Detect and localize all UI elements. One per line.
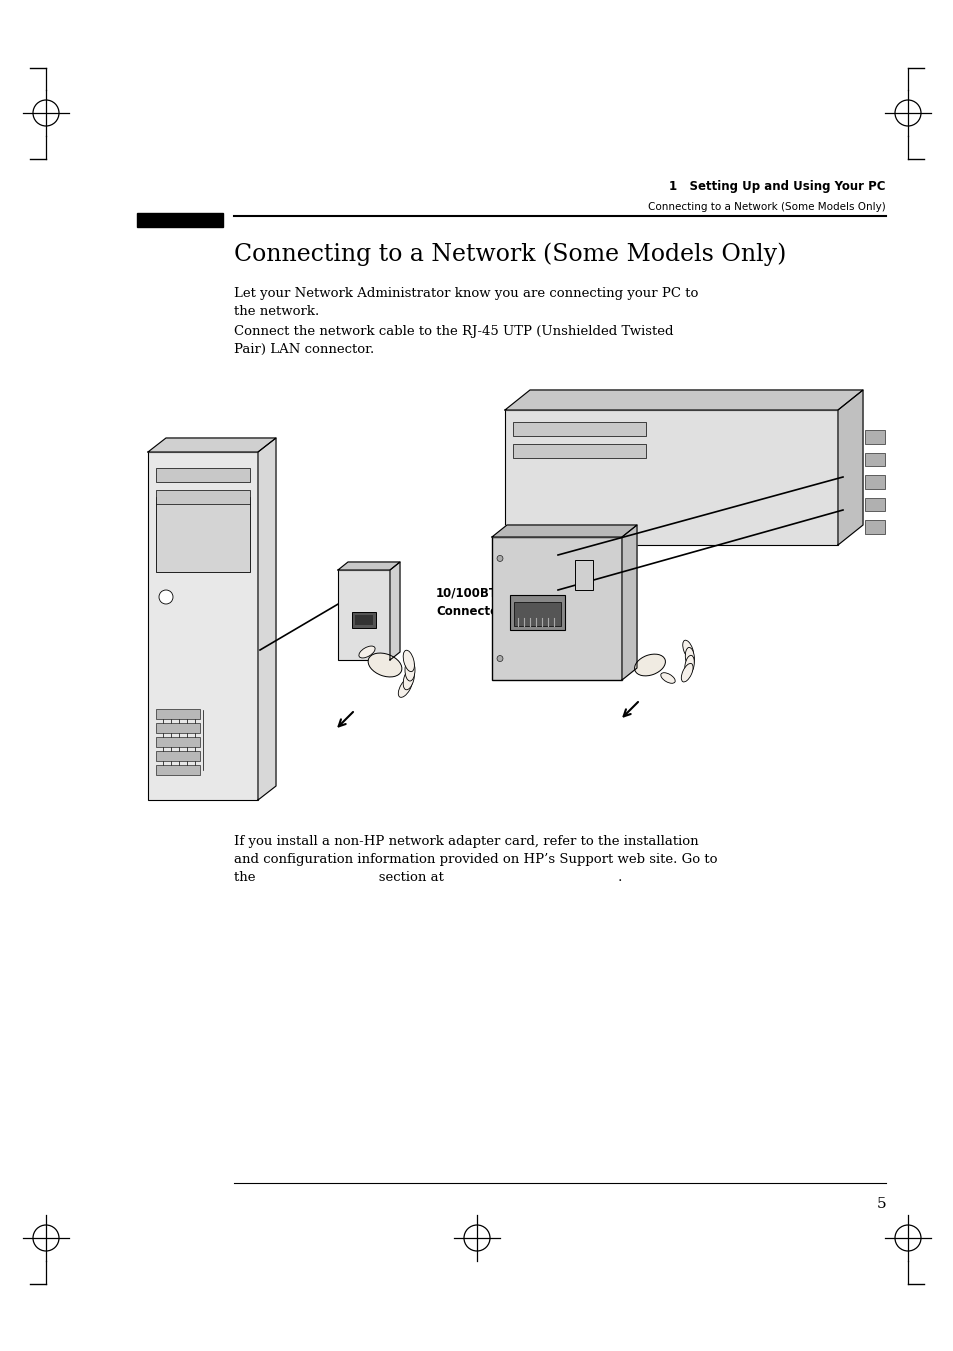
- Bar: [156, 490, 250, 504]
- Ellipse shape: [405, 659, 415, 681]
- Bar: [156, 723, 200, 734]
- Bar: [510, 594, 564, 630]
- Ellipse shape: [368, 653, 401, 677]
- Polygon shape: [390, 562, 399, 661]
- Bar: [355, 615, 373, 624]
- Bar: [864, 497, 884, 511]
- Bar: [352, 612, 375, 627]
- Polygon shape: [337, 562, 399, 570]
- Ellipse shape: [358, 646, 375, 658]
- Bar: [864, 476, 884, 489]
- Bar: [156, 751, 200, 761]
- Text: Connecting to a Network (Some Models Only): Connecting to a Network (Some Models Onl…: [648, 203, 885, 212]
- Polygon shape: [148, 438, 275, 453]
- Ellipse shape: [682, 640, 693, 659]
- Bar: [156, 497, 250, 571]
- Text: Connect the network cable to the RJ-45 UTP (Unshielded Twisted
Pair) LAN connect: Connect the network cable to the RJ-45 U…: [233, 326, 673, 357]
- Polygon shape: [837, 390, 862, 544]
- Bar: [514, 603, 560, 626]
- Polygon shape: [257, 438, 275, 800]
- Polygon shape: [504, 390, 862, 409]
- Bar: [156, 467, 250, 482]
- Text: 5: 5: [876, 1197, 885, 1210]
- Text: 1   Setting Up and Using Your PC: 1 Setting Up and Using Your PC: [669, 180, 885, 193]
- Ellipse shape: [634, 654, 665, 676]
- Ellipse shape: [680, 663, 692, 682]
- Ellipse shape: [684, 655, 694, 676]
- Ellipse shape: [403, 669, 414, 690]
- Ellipse shape: [403, 650, 414, 671]
- Bar: [504, 409, 837, 544]
- Text: If you install a non-HP network adapter card, refer to the installation
and conf: If you install a non-HP network adapter …: [233, 835, 717, 884]
- Circle shape: [497, 555, 502, 562]
- Bar: [864, 430, 884, 443]
- Ellipse shape: [660, 673, 675, 684]
- Bar: [864, 453, 884, 466]
- Bar: [492, 536, 621, 680]
- Bar: [156, 738, 200, 747]
- Bar: [513, 422, 645, 436]
- Bar: [337, 570, 390, 661]
- Text: 10/100BT: 10/100BT: [436, 586, 497, 600]
- Bar: [148, 453, 257, 800]
- Bar: [156, 765, 200, 775]
- Ellipse shape: [684, 647, 694, 667]
- Text: Connector: Connector: [436, 605, 503, 617]
- Polygon shape: [621, 526, 637, 680]
- Bar: [864, 520, 884, 534]
- Ellipse shape: [398, 678, 412, 697]
- Circle shape: [159, 590, 172, 604]
- Bar: [575, 561, 593, 590]
- Bar: [156, 709, 200, 719]
- Bar: [137, 213, 223, 227]
- Bar: [513, 444, 645, 458]
- Text: Connecting to a Network (Some Models Only): Connecting to a Network (Some Models Onl…: [233, 242, 785, 266]
- Circle shape: [497, 655, 502, 662]
- Text: Let your Network Administrator know you are connecting your PC to
the network.: Let your Network Administrator know you …: [233, 286, 698, 317]
- Polygon shape: [492, 526, 637, 536]
